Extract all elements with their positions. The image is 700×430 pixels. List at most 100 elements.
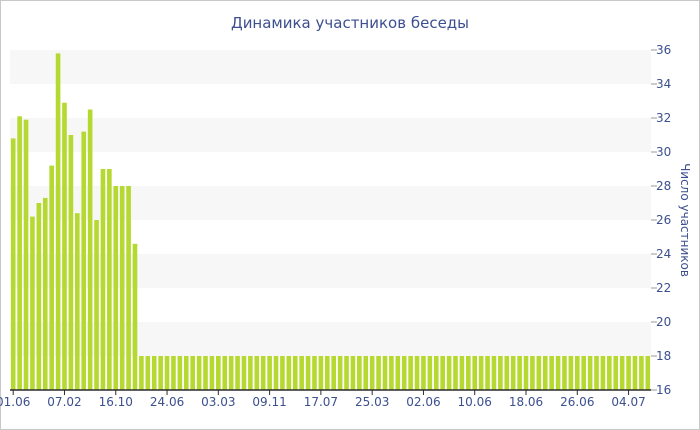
bar xyxy=(600,356,606,390)
grid-bands xyxy=(10,50,651,356)
y-tick-label: 20 xyxy=(656,315,671,329)
bar xyxy=(485,356,490,390)
grid-band xyxy=(10,254,651,288)
x-tick-label: 17.07 xyxy=(304,395,338,409)
bar xyxy=(151,356,157,390)
bar xyxy=(427,356,433,390)
y-axis-label: Число участников xyxy=(678,163,692,277)
bar xyxy=(498,356,503,390)
y-tick-label: 36 xyxy=(656,43,671,57)
bar xyxy=(639,356,644,390)
x-tick-label: 07.02 xyxy=(47,395,81,409)
bar xyxy=(357,356,362,390)
bar xyxy=(344,356,349,390)
bar xyxy=(369,356,375,390)
bar xyxy=(36,203,42,390)
bar xyxy=(389,356,394,390)
bar xyxy=(49,165,54,390)
bar xyxy=(267,356,272,390)
bar xyxy=(440,356,445,390)
bar xyxy=(209,356,215,390)
y-tick-label: 32 xyxy=(656,111,671,125)
bar xyxy=(491,356,497,390)
bar xyxy=(183,356,189,390)
bar xyxy=(459,356,465,390)
bar xyxy=(23,119,29,390)
bar xyxy=(555,356,561,390)
bar xyxy=(273,356,279,390)
bar xyxy=(530,356,535,390)
bar xyxy=(292,356,298,390)
bar xyxy=(286,356,292,390)
bar xyxy=(587,356,593,390)
bar xyxy=(107,169,112,390)
y-tick-label: 16 xyxy=(656,383,671,397)
bar xyxy=(228,356,234,390)
bar xyxy=(139,356,144,390)
bar xyxy=(581,356,587,390)
grid-band xyxy=(10,186,651,220)
x-tick-label: 03.03 xyxy=(201,395,235,409)
bar xyxy=(523,356,529,390)
y-tick-label: 22 xyxy=(656,281,671,295)
bar xyxy=(68,135,74,390)
bar xyxy=(305,356,311,390)
y-tick-label: 26 xyxy=(656,213,671,227)
bar xyxy=(363,356,369,390)
bar xyxy=(350,356,356,390)
bar xyxy=(337,356,343,390)
grid-band xyxy=(10,322,651,356)
bar xyxy=(216,356,221,390)
bar xyxy=(562,356,567,390)
bar xyxy=(248,356,253,390)
x-tick-label: 16.10 xyxy=(99,395,133,409)
bar xyxy=(177,356,183,390)
y-tick-label: 28 xyxy=(656,179,671,193)
bar xyxy=(607,356,612,390)
x-tick-label: 02.06 xyxy=(406,395,440,409)
bar xyxy=(433,356,439,390)
y-tick-label: 34 xyxy=(656,77,671,91)
bar xyxy=(203,356,208,390)
bar xyxy=(87,109,93,390)
bar xyxy=(312,356,317,390)
bar xyxy=(504,356,510,390)
x-axis: 01.06 07.02 16.10 24.06 03.03 09.11 17.07 25.03… xyxy=(0,390,646,409)
bar-series xyxy=(10,53,651,391)
bar xyxy=(171,356,176,390)
bar xyxy=(376,356,381,390)
bar xyxy=(613,356,619,390)
bar xyxy=(126,186,131,390)
bar xyxy=(619,356,625,390)
x-tick-label: 26.06 xyxy=(560,395,594,409)
bar xyxy=(280,356,285,390)
bar xyxy=(94,220,99,390)
bar xyxy=(164,356,170,390)
bar xyxy=(132,243,138,390)
bar xyxy=(113,186,119,390)
bar xyxy=(254,356,260,390)
bar xyxy=(421,356,426,390)
bar xyxy=(446,356,452,390)
bar xyxy=(478,356,484,390)
bar xyxy=(466,356,471,390)
bar xyxy=(10,138,16,390)
bar xyxy=(75,213,80,390)
bar xyxy=(42,197,48,390)
bar xyxy=(645,356,651,390)
bar xyxy=(401,356,407,390)
x-tick-label: 09.11 xyxy=(252,395,286,409)
bar xyxy=(145,356,151,390)
bar xyxy=(382,356,388,390)
bar xyxy=(299,356,304,390)
bar xyxy=(62,102,67,390)
x-tick-label: 01.06 xyxy=(0,395,30,409)
bar xyxy=(414,356,420,390)
bar xyxy=(324,356,330,390)
y-axis: 16 18 20 22 24 26 28 30 32 34 36 xyxy=(651,43,671,397)
y-tick-label: 18 xyxy=(656,349,671,363)
bar xyxy=(55,53,61,391)
bar xyxy=(158,356,163,390)
bar xyxy=(395,356,401,390)
bar xyxy=(318,356,324,390)
